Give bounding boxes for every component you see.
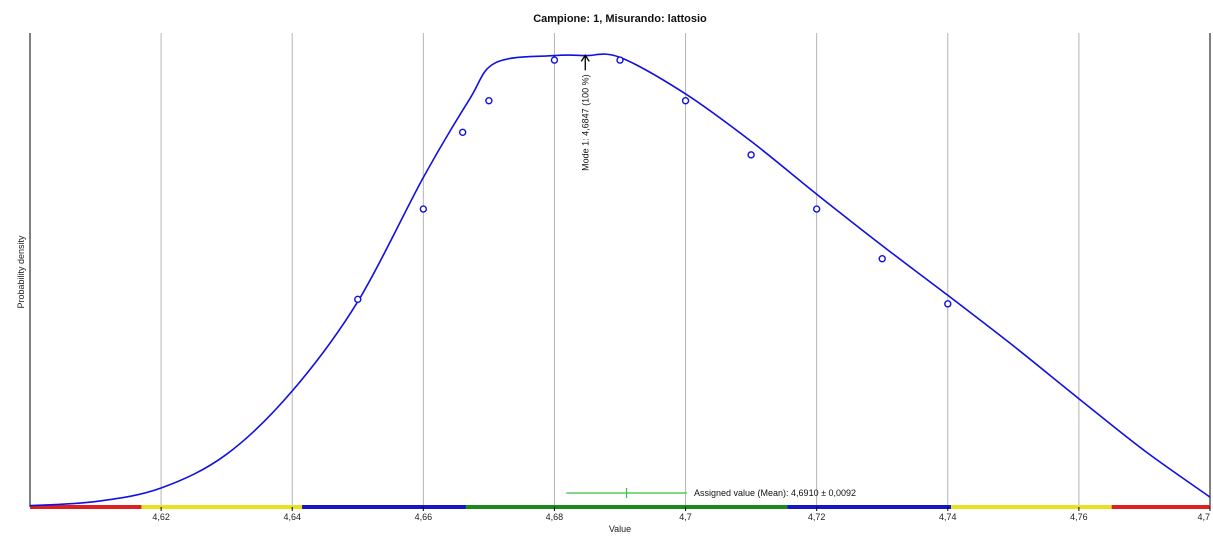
x-tick-label-7: 4,76 xyxy=(1070,512,1088,522)
curve-marker-10 xyxy=(944,300,952,308)
band-segment-3 xyxy=(465,505,788,509)
curve-marker-6 xyxy=(681,97,690,105)
curve-marker-9 xyxy=(878,255,886,263)
density-curve-line xyxy=(29,53,1211,507)
mode-annotation: Mode 1: 4,6847 (100 %) xyxy=(580,54,590,171)
x-tick-label-8: 4,7 xyxy=(1197,512,1210,522)
assigned-value-label: Assigned value (Mean): 4,6910 ± 0,0092 xyxy=(694,488,856,498)
x-tick-label-6: 4,74 xyxy=(939,512,957,522)
mode-arrow-head xyxy=(580,54,590,62)
x-tick-label-5: 4,72 xyxy=(808,512,826,522)
x-tick-label-1: 4,64 xyxy=(283,512,301,522)
x-tick-label-0: 4,62 xyxy=(152,512,170,522)
x-tick-label-4: 4,7 xyxy=(679,512,692,522)
plot-frame xyxy=(29,33,1211,507)
x-axis-ticks: 4,62 4,64 4,66 4,68 4,7 4,72 4,74 4,76 4,7 xyxy=(152,507,1211,522)
curve-marker-3 xyxy=(485,97,493,105)
curve-marker-4 xyxy=(550,56,559,64)
x-tick-label-2: 4,66 xyxy=(415,512,433,522)
x-axis-title: Value xyxy=(609,524,631,534)
curve-marker-8 xyxy=(812,205,821,213)
density-curve xyxy=(29,53,1211,507)
chart-title: Campione: 1, Misurando: lattosio xyxy=(533,13,707,25)
curve-marker-0 xyxy=(354,295,362,304)
band-segment-5 xyxy=(951,505,1112,509)
curve-markers xyxy=(354,56,952,308)
band-segment-1 xyxy=(141,505,303,509)
curve-marker-7 xyxy=(747,151,755,159)
tolerance-color-band xyxy=(30,505,1210,509)
y-axis-title: Probability density xyxy=(16,235,26,309)
gridlines xyxy=(160,33,1080,507)
curve-marker-5 xyxy=(616,56,624,64)
band-segment-0 xyxy=(30,505,142,509)
band-segment-2 xyxy=(302,505,466,509)
assigned-value-interval xyxy=(566,488,687,498)
band-segment-6 xyxy=(1111,505,1210,509)
curve-marker-1 xyxy=(419,205,428,213)
mode-label: Mode 1: 4,6847 (100 %) xyxy=(580,74,590,171)
x-tick-label-3: 4,68 xyxy=(546,512,564,522)
curve-marker-2 xyxy=(458,128,467,137)
band-segment-4 xyxy=(787,505,952,509)
